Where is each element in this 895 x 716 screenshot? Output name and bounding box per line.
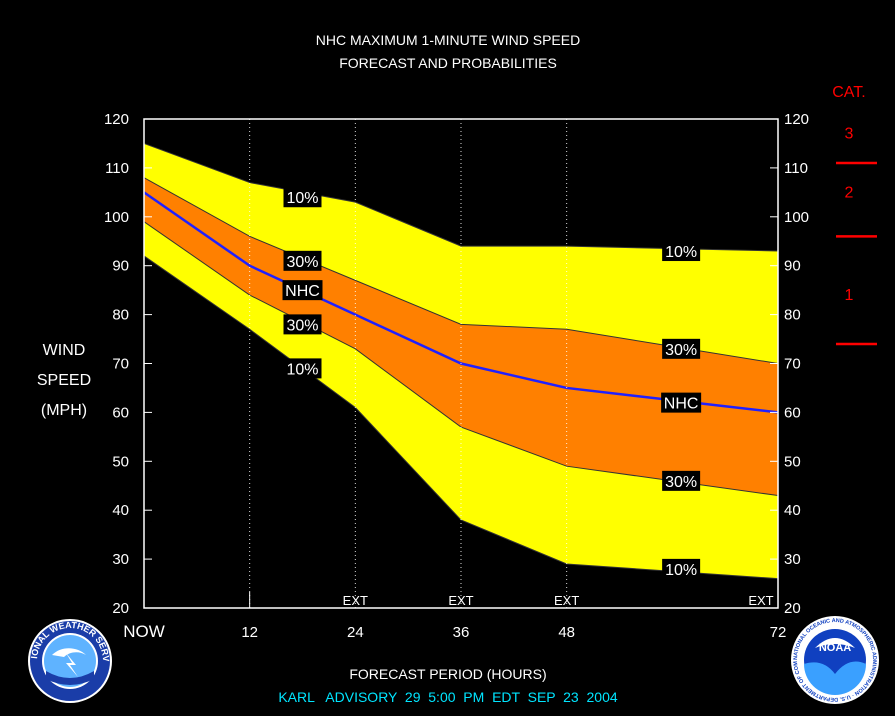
y-tick-label-left: 60 [112,404,129,421]
nws-logo: NATIONAL WEATHER SERVICE [28,619,112,703]
band-label: NHC [285,283,320,300]
category-label: 3 [845,126,854,143]
ext-label: EXT [748,593,773,608]
band-label: 30% [286,254,318,271]
y-tick-label-right: 70 [784,356,801,373]
y-tick-label-left: 90 [112,258,129,275]
x-tick-label: 36 [453,624,470,641]
band-label: 10% [286,190,318,207]
y-axis-label-line-3: (MPH) [41,402,87,419]
y-tick-label-left: 70 [112,356,129,373]
band-label-box [662,470,701,491]
band-label: 10% [665,562,697,579]
boundary-lines [143,119,779,608]
y-tick-label-left: 100 [104,209,129,226]
series-line-upper-10 [143,142,779,252]
advisory-footer: KARL ADVISORY 29 5:00 PM EDT SEP 23 2004 [278,689,618,705]
y-tick-label-right: 20 [784,600,801,617]
y-tick-label-right: 120 [784,111,809,128]
band-label-box [283,250,322,271]
band-label: NHC [664,396,699,413]
band-labels: 10% 30% NHC 30% 10% 10% 30% NHC 30% 10% [282,187,702,579]
series-line-nhc-forecast [143,191,779,414]
ext-label: EXT [448,593,473,608]
x-tick-label: 48 [558,624,575,641]
series-line-lower-30 [143,221,779,497]
series-line-upper-30 [143,177,779,364]
category-header: CAT. [832,84,865,101]
y-tick-label-right: 40 [784,502,801,519]
band-label-box [662,241,701,262]
series-line-lower-10 [143,255,779,580]
y-tick-label-left: 20 [112,600,129,617]
y-tick-label-right: 50 [784,453,801,470]
y-tick-label-left: 50 [112,453,129,470]
y-tick-label-right: 100 [784,209,809,226]
y-tick-label-right: 60 [784,404,801,421]
probability-bands [144,143,778,579]
band-label: 10% [665,244,697,261]
band-label-box [283,358,322,379]
y-tick-label-left: 80 [112,307,129,324]
band-label-box [283,314,322,335]
band-label-box [283,187,322,208]
axis-ticks: 20 20 30 30 40 40 50 50 60 60 70 70 80 80 90 90 100 100 11… [104,111,809,641]
y-tick-label-left: 110 [105,160,129,177]
x-tick-label: NOW [123,622,165,641]
y-tick-label-left: 120 [104,111,129,128]
y-tick-label-right: 90 [784,258,801,275]
ext-label: EXT [343,593,368,608]
x-tick-label: 12 [241,624,258,641]
y-tick-label-left: 30 [112,551,129,568]
noaa-logo: NOAA NATIONAL OCEANIC AND ATMOSPHERIC AD… [791,616,879,704]
band-30-percent [144,177,778,496]
band-label-box [282,280,323,301]
y-tick-label-right: 110 [784,160,808,177]
band-label: 10% [286,361,318,378]
band-label-box [662,338,701,359]
x-tick-label: 24 [347,624,364,641]
band-label-box [661,392,702,413]
y-axis-label-line-2: SPEED [37,372,91,389]
category-label: 2 [845,184,854,201]
ext-label: EXT [554,593,579,608]
band-label-box [662,558,701,579]
band-label: 30% [286,317,318,334]
noaa-logo-text: NOAA [819,642,851,654]
band-label: 30% [665,474,697,491]
y-axis-label-line-1: WIND [43,342,86,359]
y-tick-label-right: 80 [784,307,801,324]
band-label: 30% [665,342,697,359]
y-tick-label-right: 30 [784,551,801,568]
y-tick-label-left: 40 [112,502,129,519]
chart-title: NHC MAXIMUM 1-MINUTE WIND SPEED [316,32,580,48]
chart-subtitle: FORECAST AND PROBABILITIES [339,55,557,71]
x-axis-label: FORECAST PERIOD (HOURS) [349,666,546,682]
category-label: 1 [845,287,854,304]
x-tick-label: 72 [770,624,787,641]
category-scale: 3 2 1 [836,126,877,346]
